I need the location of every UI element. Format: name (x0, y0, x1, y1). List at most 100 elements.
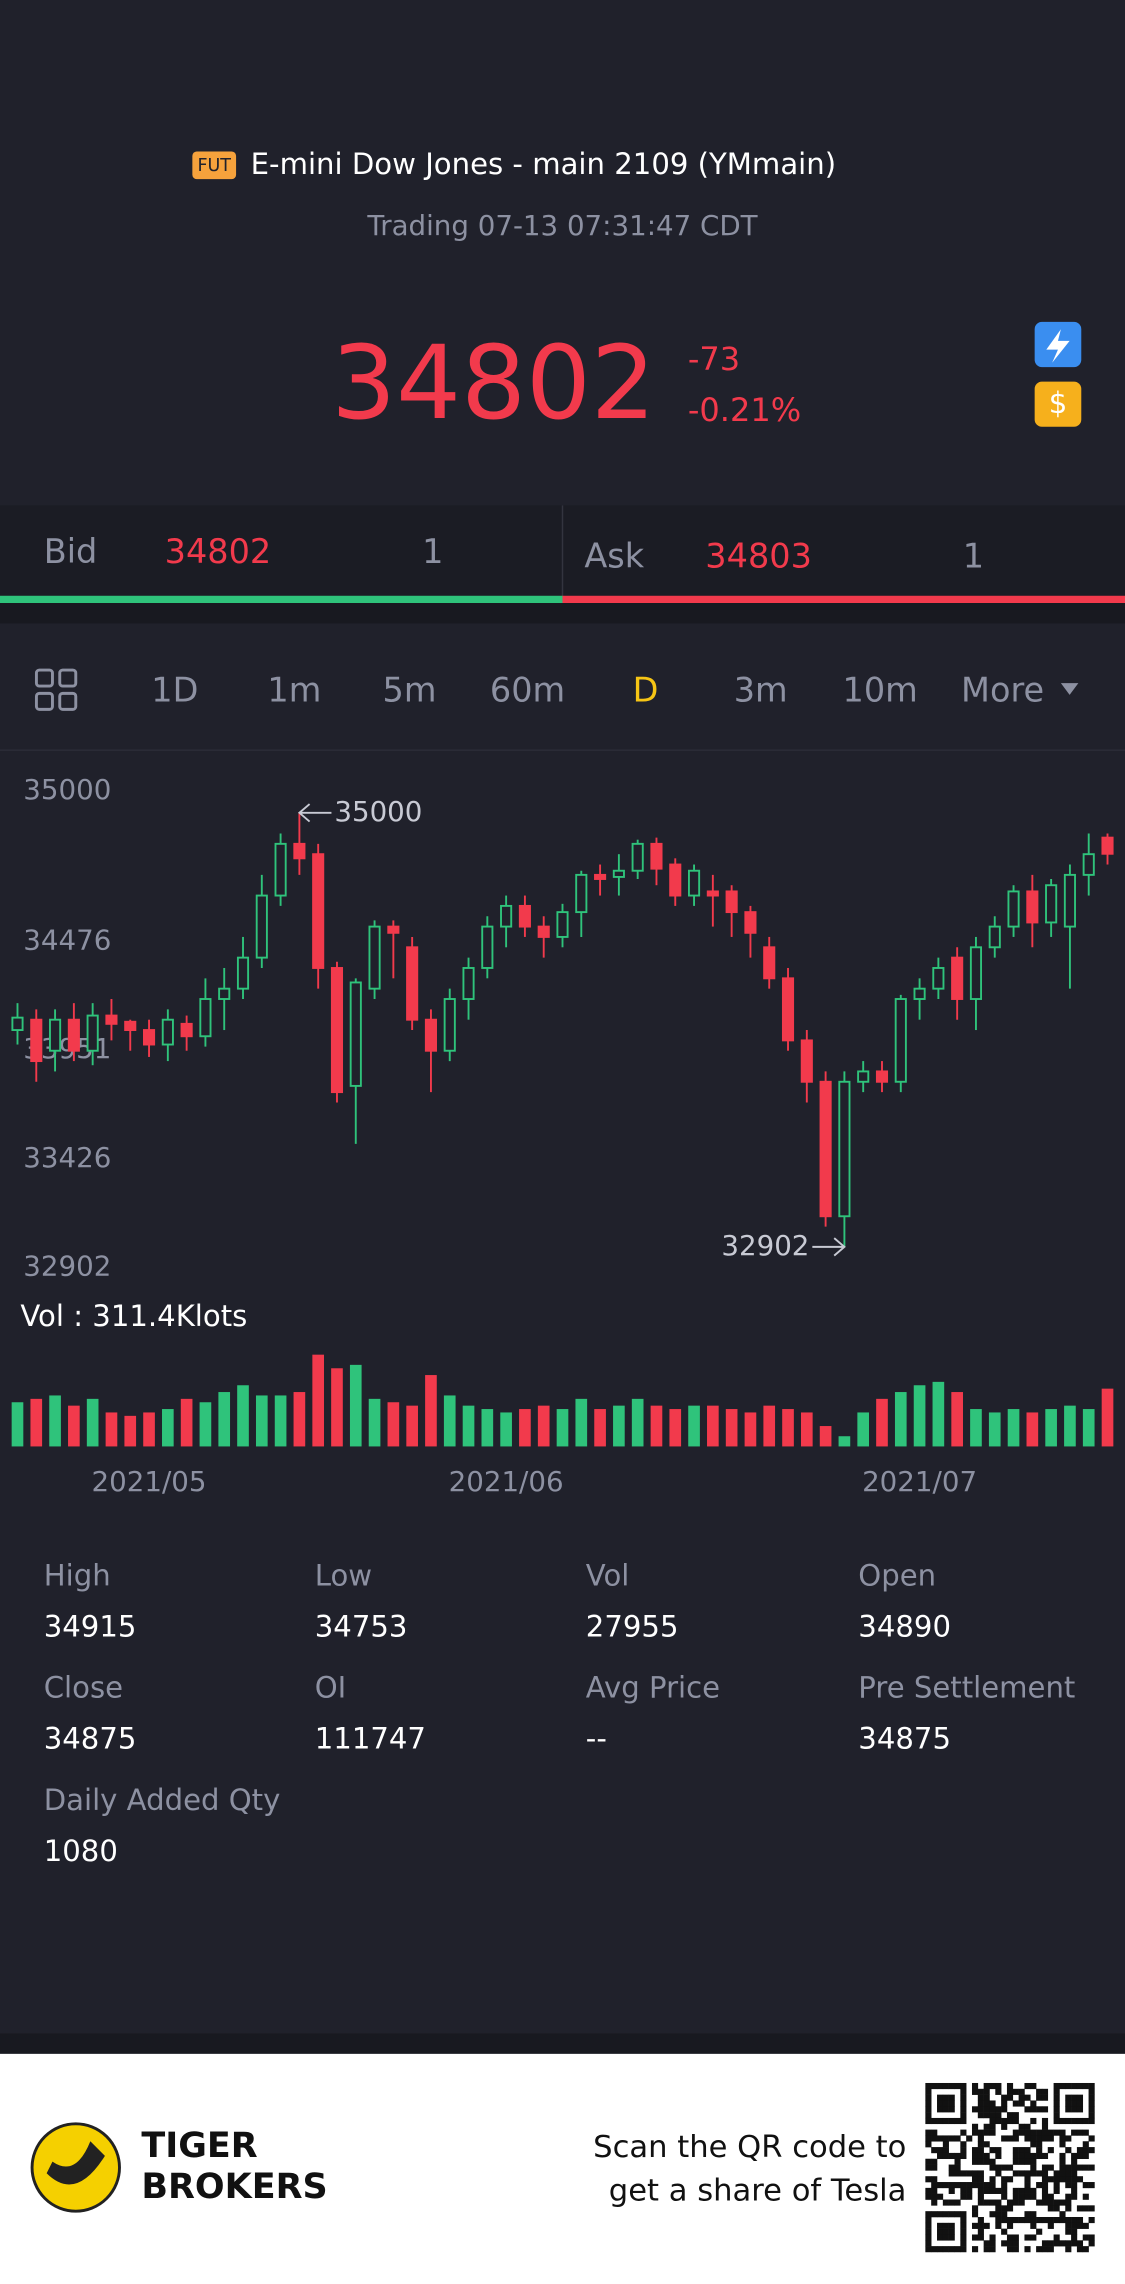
candle-body (67, 1018, 80, 1052)
qr-cell (937, 2100, 944, 2107)
qr-cell (995, 2170, 1002, 2177)
qr-cell (971, 2176, 979, 2183)
badge-bg (192, 151, 237, 180)
volume-bar (594, 1409, 606, 1447)
qr-cell (1041, 2193, 1049, 2200)
qr-cell (1041, 2182, 1049, 2189)
bid-bar (0, 595, 563, 604)
price: 34802 (331, 324, 655, 443)
coin-icon[interactable] (1034, 381, 1082, 427)
qr-cell (948, 2082, 955, 2090)
candle-body (462, 967, 475, 1000)
qr-cell (1041, 2088, 1049, 2095)
tab[interactable]: 1D (151, 670, 198, 709)
qr-cell (1053, 2240, 1060, 2247)
gap (0, 603, 1125, 624)
volume-bar (707, 1405, 719, 1447)
qr-cell (1036, 2182, 1043, 2189)
candle-body (518, 904, 531, 928)
qr-cell (1012, 2187, 1019, 2194)
ask-label: Ask (584, 536, 644, 575)
qr-cell (966, 2187, 973, 2194)
qr-cell (1071, 2152, 1078, 2160)
candle-body (218, 987, 231, 1000)
qr-cell (1036, 2088, 1043, 2095)
qr-cell (1006, 2117, 1014, 2125)
qr-cell (1076, 2222, 1084, 2229)
tab[interactable]: 1m (267, 670, 321, 709)
qr-cell (1030, 2164, 1037, 2171)
qr-cell (954, 2211, 961, 2218)
max-label: 35000 (334, 795, 422, 828)
qr-cell (948, 2228, 955, 2235)
qr-cell (954, 2182, 961, 2189)
qr-cell (1012, 2129, 1019, 2136)
stat-value: 111747 (315, 1722, 426, 1756)
qr-cell (989, 2129, 996, 2136)
qr-cell (1065, 2216, 1072, 2224)
qr-cell (977, 2106, 984, 2113)
qr-cell (1065, 2117, 1072, 2125)
qr-cell (977, 2193, 984, 2200)
qr-cell (948, 2152, 955, 2160)
qr-cell (995, 2112, 1002, 2119)
qr-cell (989, 2106, 996, 2113)
qr-cell (1065, 2135, 1072, 2142)
qr-cell (971, 2147, 979, 2154)
qr-cell (1006, 2222, 1014, 2229)
min-arrow (812, 1237, 846, 1257)
qr-cell (954, 2164, 961, 2171)
qr-cell (925, 2158, 932, 2165)
stat-label: Low (315, 1559, 372, 1593)
qr-cell (925, 2082, 932, 2090)
candle-body (669, 863, 682, 897)
candle-body (1045, 884, 1058, 924)
qr-cell (937, 2234, 944, 2241)
qr-cell (1088, 2094, 1095, 2101)
tab[interactable]: 60m (490, 670, 565, 709)
volume-bar (237, 1385, 249, 1447)
tab[interactable]: D (633, 670, 659, 709)
qr-cell (1030, 2117, 1037, 2125)
qr-cell (1065, 2222, 1072, 2229)
volume-bar (387, 1402, 400, 1447)
qr-cell (1053, 2094, 1060, 2101)
stat-label: Vol (586, 1559, 630, 1593)
qr-cell (1059, 2082, 1066, 2090)
qr-cell (1071, 2240, 1078, 2247)
tab[interactable]: More (961, 670, 1044, 709)
change-pct: -0.21% (688, 391, 801, 429)
tab[interactable]: 3m (734, 670, 788, 709)
grid-icon[interactable] (34, 668, 78, 711)
volume-label: Vol : 311.4Klots (20, 1299, 247, 1333)
qr-cell (995, 2106, 1002, 2113)
qr-cell (1012, 2246, 1019, 2253)
qr-cell (989, 2246, 996, 2253)
qr-cell (1088, 2135, 1095, 2142)
qr-cell (1041, 2094, 1049, 2101)
qr-cell (942, 2182, 949, 2189)
tab[interactable]: 10m (843, 670, 918, 709)
qr-cell (960, 2222, 967, 2229)
qr-cell (971, 2106, 979, 2113)
qr-cell (1059, 2199, 1066, 2206)
qr-cell (954, 2117, 961, 2125)
qr-cell (1018, 2193, 1025, 2200)
qr-cell (1001, 2193, 1008, 2200)
volume-bar (613, 1405, 625, 1447)
candle-body (368, 925, 381, 990)
qr-cell (937, 2152, 944, 2160)
flash-glyph (1046, 329, 1070, 363)
tab[interactable]: 5m (383, 670, 437, 709)
volume-bar (255, 1395, 268, 1447)
volume-bar (11, 1402, 24, 1447)
candle-body (1007, 890, 1020, 928)
qr-cell (995, 2082, 1002, 2090)
promo: Scan the QR code to (593, 2130, 906, 2165)
qr-cell (1082, 2082, 1089, 2090)
qr-cell (931, 2129, 938, 2136)
qr-cell (937, 2082, 944, 2090)
qr-cell (925, 2222, 932, 2229)
qr-cell (954, 2135, 961, 2142)
footer-bg (0, 2053, 1125, 2284)
